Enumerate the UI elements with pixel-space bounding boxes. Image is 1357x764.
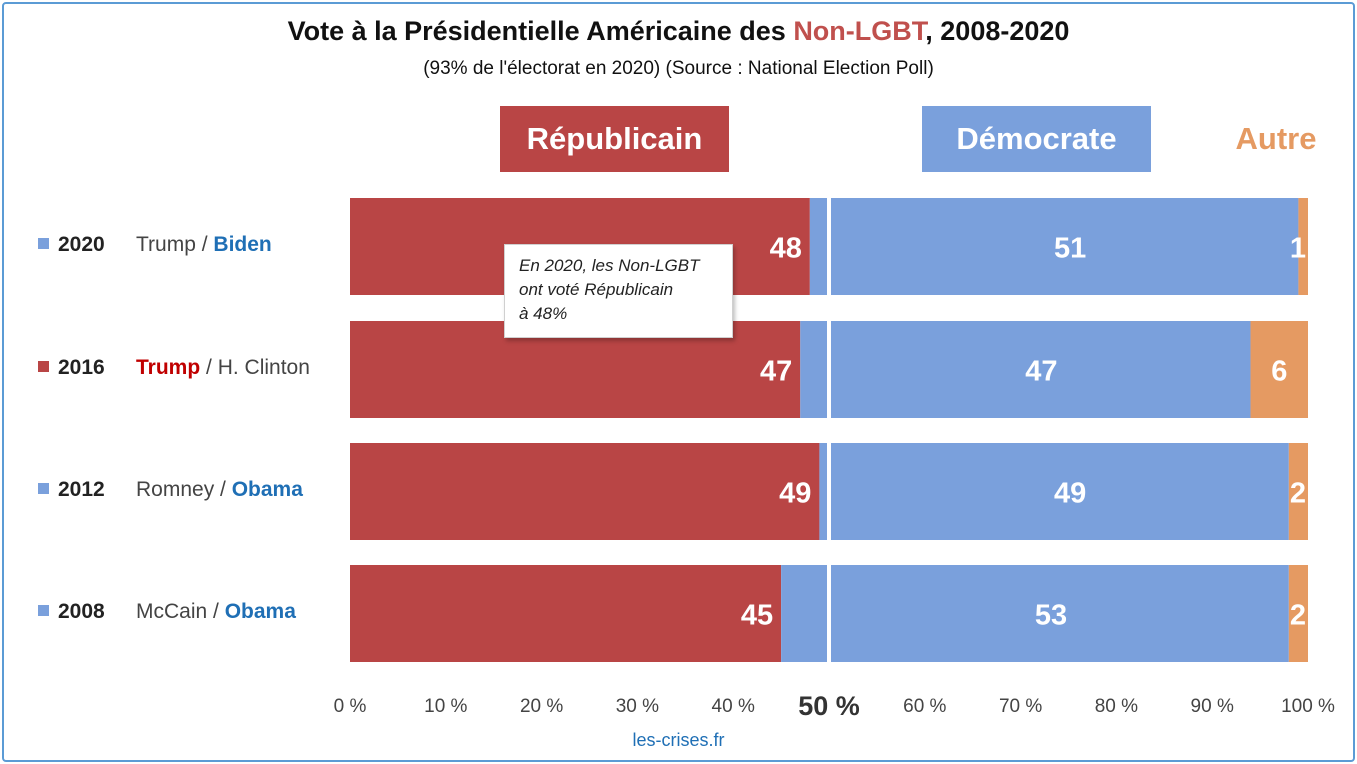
legend-header-democrat: Démocrate (922, 106, 1151, 172)
x-tick-label-midpoint: 50 % (798, 691, 860, 721)
data-label-other: 1 (1290, 233, 1306, 265)
data-label-democrat: 47 (1025, 356, 1057, 388)
republican-candidate: McCain (136, 599, 208, 623)
bar-other (1250, 321, 1308, 418)
x-tick-label: 40 % (712, 696, 755, 717)
legend-square-icon (38, 483, 49, 495)
callout-annotation: En 2020, les Non-LGBT ont voté Républica… (504, 244, 733, 338)
bar-democrat (781, 565, 1289, 662)
bar-democrat (800, 321, 1251, 418)
x-tick-label: 0 % (334, 696, 367, 717)
data-label-republican: 45 (741, 600, 773, 632)
democrat-candidate: Obama (231, 477, 303, 501)
legend-square-icon (38, 605, 49, 617)
callout-line: ont voté Républicain (519, 280, 674, 299)
data-label-republican: 48 (770, 233, 802, 265)
democrat-candidate: Biden (213, 232, 272, 256)
row-label-2008: 2008 McCain / Obama (38, 597, 296, 627)
title-prefix: Vote à la Présidentielle Américaine des (287, 16, 794, 46)
democrat-candidate: Obama (224, 599, 296, 623)
row-year: 2020 (58, 232, 105, 256)
bar-other (1298, 198, 1308, 295)
x-tick-label: 70 % (999, 696, 1042, 717)
row-year: 2012 (58, 477, 105, 501)
data-label-other: 2 (1290, 600, 1306, 632)
title-highlight: Non-LGBT (793, 16, 926, 46)
data-label-other: 6 (1271, 356, 1287, 388)
source-link[interactable]: les-crises.fr (632, 730, 725, 750)
data-label-republican: 49 (779, 478, 811, 510)
candidate-separator: / (214, 477, 232, 501)
callout-line: En 2020, les Non-LGBT (519, 256, 700, 275)
x-tick-label: 100 % (1281, 696, 1335, 717)
bar-democrat (819, 443, 1289, 540)
candidate-separator: / (195, 232, 214, 256)
data-label-other: 2 (1290, 478, 1306, 510)
row-label-2020: 2020 Trump / Biden (38, 230, 272, 260)
x-tick-label: 80 % (1095, 696, 1138, 717)
data-label-democrat: 49 (1054, 478, 1086, 510)
x-tick-label: 20 % (520, 696, 563, 717)
chart-subtitle: (93% de l'électorat en 2020) (Source : N… (423, 58, 934, 79)
data-label-democrat: 53 (1035, 600, 1067, 632)
data-label-republican: 47 (760, 356, 792, 388)
x-tick-label: 30 % (616, 696, 659, 717)
candidate-separator: / (200, 355, 218, 379)
democrat-candidate: H. Clinton (217, 355, 310, 379)
candidate-separator: / (207, 599, 225, 623)
bar-other (1288, 565, 1308, 662)
title-suffix: , 2008-2020 (925, 16, 1070, 46)
x-tick-label: 90 % (1191, 696, 1234, 717)
bar-democrat (809, 198, 1299, 295)
row-year: 2016 (58, 355, 105, 379)
row-label-2016: 2016 Trump / H. Clinton (38, 353, 310, 383)
data-label-democrat: 51 (1054, 233, 1086, 265)
republican-candidate: Trump (136, 355, 201, 379)
republican-candidate: Trump (136, 232, 196, 256)
midline-divider (827, 190, 831, 670)
bar-republican (350, 565, 782, 662)
bar-republican (350, 443, 820, 540)
legend-square-icon (38, 361, 49, 373)
legend-header-other: Autre (1235, 121, 1317, 156)
chart-title: Vote à la Présidentielle Américaine des … (0, 16, 1357, 47)
x-tick-label: 10 % (424, 696, 467, 717)
legend-square-icon (38, 238, 49, 250)
callout-line: à 48% (519, 304, 568, 323)
republican-candidate: Romney (136, 477, 215, 501)
row-label-2012: 2012 Romney / Obama (38, 475, 303, 505)
legend-header-republican: Républicain (500, 106, 729, 172)
x-tick-label: 60 % (903, 696, 946, 717)
bar-other (1288, 443, 1308, 540)
row-year: 2008 (58, 599, 105, 623)
